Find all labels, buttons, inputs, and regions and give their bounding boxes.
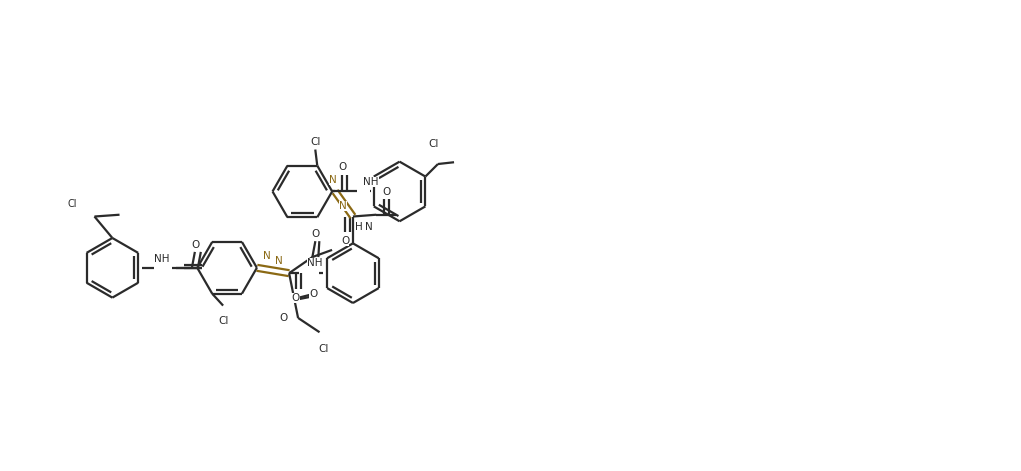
Text: O: O — [280, 313, 288, 323]
Text: O: O — [309, 289, 318, 299]
Text: NH: NH — [363, 178, 379, 187]
Text: N: N — [276, 256, 283, 266]
Text: NH: NH — [307, 258, 323, 268]
Text: Cl: Cl — [310, 137, 321, 147]
Text: O: O — [291, 293, 300, 303]
Text: N: N — [364, 222, 373, 232]
Text: O: O — [338, 162, 346, 171]
Text: N: N — [330, 176, 337, 186]
Text: O: O — [382, 187, 390, 197]
Text: O: O — [311, 229, 320, 239]
Text: Cl: Cl — [319, 344, 329, 354]
Text: H: H — [355, 222, 362, 232]
Text: Cl: Cl — [429, 139, 439, 149]
Text: O: O — [341, 236, 349, 246]
Text: Cl: Cl — [67, 199, 77, 209]
Text: NH: NH — [154, 254, 169, 264]
Text: N: N — [263, 251, 271, 261]
Text: N: N — [339, 201, 347, 211]
Text: Cl: Cl — [217, 316, 229, 325]
Text: O: O — [192, 240, 200, 250]
